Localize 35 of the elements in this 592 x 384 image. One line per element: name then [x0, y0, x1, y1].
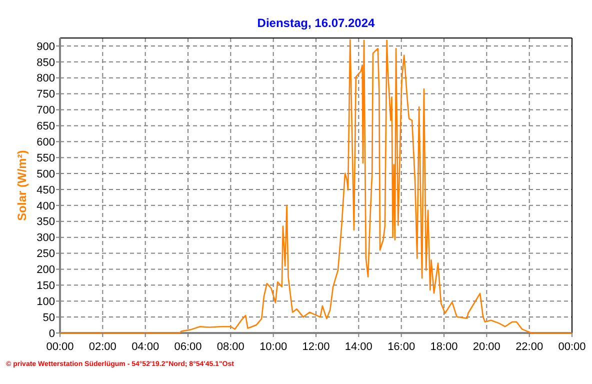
y-tick-label: 750 — [36, 88, 55, 101]
x-tick-label: 14:00 — [344, 341, 372, 353]
y-tick-label: 700 — [36, 104, 55, 117]
y-tick-label: 250 — [36, 248, 55, 260]
x-tick-label: 22:00 — [516, 341, 544, 353]
x-tick-label: 04:00 — [132, 341, 160, 353]
x-tick-label: 18:00 — [430, 341, 458, 353]
y-tick-label: 200 — [36, 264, 55, 276]
y-axis-title: Solar (W/m²) — [15, 150, 29, 221]
x-tick-label: 12:00 — [302, 341, 330, 353]
x-tick-label: 00:00 — [558, 341, 586, 353]
y-tick-label: 900 — [36, 40, 55, 53]
y-tick-label: 150 — [36, 280, 55, 292]
y-tick-label: 0 — [48, 328, 55, 340]
x-tick-label: 20:00 — [472, 341, 500, 353]
y-tick-label: 650 — [36, 120, 55, 133]
y-tick-label: 50 — [42, 312, 55, 324]
line-series — [59, 38, 573, 334]
y-tick-label: 400 — [36, 200, 55, 212]
y-tick-label: 100 — [36, 296, 55, 308]
x-tick-label: 10:00 — [260, 341, 288, 353]
x-tick-label: 06:00 — [174, 341, 202, 353]
y-tick-label: 550 — [36, 152, 55, 164]
x-tick-label: 02:00 — [88, 341, 116, 353]
y-tick-label: 800 — [36, 72, 55, 85]
y-tick-label: 600 — [36, 136, 55, 148]
x-tick-label: 00:00 — [46, 341, 74, 353]
y-tick-label: 350 — [36, 216, 55, 228]
y-tick-label: 300 — [36, 232, 55, 244]
chart-title: Dienstag, 16.07.2024 — [257, 16, 376, 30]
x-tick-label: 08:00 — [216, 341, 244, 353]
x-tick-label: 16:00 — [388, 341, 416, 353]
y-tick-label: 450 — [36, 184, 55, 196]
y-tick-label: 850 — [36, 56, 55, 69]
y-tick-label: 500 — [36, 168, 55, 180]
